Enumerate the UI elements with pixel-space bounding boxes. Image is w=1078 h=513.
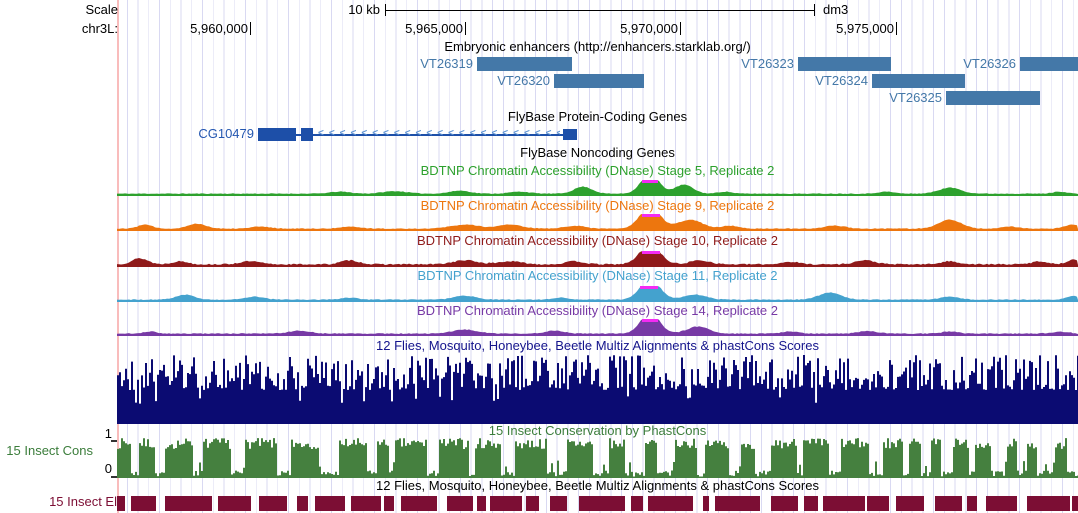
enhancer-label: VT26319 bbox=[420, 56, 473, 71]
axis-tick-max bbox=[111, 440, 117, 442]
ruler-tick bbox=[680, 22, 681, 35]
elements-left-label[interactable]: 15 Insect El bbox=[49, 494, 117, 509]
scale-label: Scale bbox=[85, 2, 118, 17]
multiz-track-title: 12 Flies, Mosquito, Honeybee, Beetle Mul… bbox=[376, 338, 819, 353]
conservation-signal[interactable] bbox=[117, 437, 1078, 478]
enhancer-box[interactable] bbox=[477, 57, 572, 71]
scale-bar-left-tick bbox=[385, 4, 386, 16]
enhancers-track-title: Embryonic enhancers (http://enhancers.st… bbox=[444, 39, 751, 54]
enhancer-box[interactable] bbox=[946, 91, 1040, 105]
gene-intron-line[interactable] bbox=[296, 134, 570, 136]
enhancer-label: VT26323 bbox=[741, 56, 794, 71]
window-edge-line bbox=[117, 0, 119, 513]
dnase-signal[interactable] bbox=[117, 282, 1078, 302]
conservation-axis-min: 0 bbox=[104, 461, 112, 476]
ruler-tick bbox=[465, 22, 466, 35]
conservation-axis-max: 1 bbox=[104, 426, 112, 441]
ruler-tick bbox=[250, 22, 251, 35]
enhancer-box[interactable] bbox=[798, 57, 891, 71]
gene-exon[interactable] bbox=[301, 128, 313, 141]
assembly-label: dm3 bbox=[823, 2, 849, 17]
gene-exon[interactable] bbox=[258, 128, 296, 141]
ruler-tick bbox=[896, 22, 897, 35]
elements-signal[interactable] bbox=[117, 496, 1078, 511]
scale-bar bbox=[385, 10, 815, 11]
dnase-signal[interactable] bbox=[117, 247, 1078, 267]
dnase-track-title: BDTNP Chromatin Accessibility (DNase) St… bbox=[417, 268, 778, 283]
dnase-track-title: BDTNP Chromatin Accessibility (DNase) St… bbox=[420, 198, 775, 213]
dnase-signal[interactable] bbox=[117, 211, 1078, 231]
ruler-tick-label: 5,970,000 bbox=[620, 21, 678, 36]
dnase-signal[interactable] bbox=[117, 316, 1078, 336]
enhancer-label: VT26326 bbox=[963, 56, 1016, 71]
protein-genes-track-title: FlyBase Protein-Coding Genes bbox=[507, 109, 688, 124]
axis-tick-min bbox=[111, 476, 117, 478]
dnase-track-title: BDTNP Chromatin Accessibility (DNase) St… bbox=[420, 163, 775, 178]
gene-exon[interactable] bbox=[563, 129, 577, 140]
ruler-tick-label: 5,965,000 bbox=[405, 21, 463, 36]
conservation-track-title: 15 Insect Conservation by PhastCons bbox=[488, 423, 707, 438]
enhancer-box[interactable] bbox=[1020, 57, 1078, 71]
conservation-left-label[interactable]: 15 Insect Cons bbox=[6, 443, 93, 458]
dnase-track-title: BDTNP Chromatin Accessibility (DNase) St… bbox=[416, 303, 779, 318]
scale-bar-right-tick bbox=[814, 4, 815, 16]
enhancer-label: VT26325 bbox=[889, 90, 942, 105]
elements-track-title: 12 Flies, Mosquito, Honeybee, Beetle Mul… bbox=[376, 478, 819, 493]
enhancer-label: VT26320 bbox=[497, 73, 550, 88]
chromosome-label: chr3L: bbox=[81, 21, 118, 36]
noncoding-genes-track-title: FlyBase Noncoding Genes bbox=[520, 145, 675, 160]
ruler-tick-label: 5,975,000 bbox=[836, 21, 894, 36]
dnase-signal[interactable] bbox=[117, 176, 1078, 196]
enhancer-box[interactable] bbox=[872, 74, 965, 88]
ruler-tick-label: 5,960,000 bbox=[190, 21, 248, 36]
gene-strand-arrows: <<<<<<<<<<<<<<<<<<<<<<<<<<<< bbox=[318, 128, 560, 139]
gene-label: CG10479 bbox=[198, 126, 254, 141]
dnase-track-title: BDTNP Chromatin Accessibility (DNase) St… bbox=[416, 233, 779, 248]
scale-value-label: 10 kb bbox=[348, 2, 380, 17]
enhancer-label: VT26324 bbox=[815, 73, 868, 88]
multiz-signal[interactable] bbox=[117, 355, 1078, 424]
enhancer-box[interactable] bbox=[554, 74, 644, 88]
